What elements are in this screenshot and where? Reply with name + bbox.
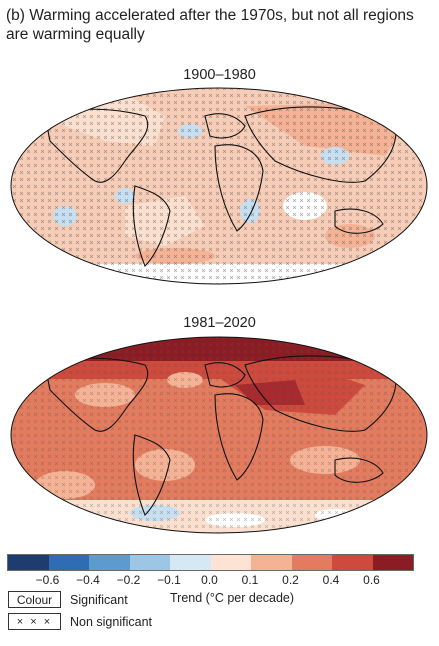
colorbar-tick-label: 0.1	[241, 573, 259, 587]
colorbar-segment	[129, 555, 170, 570]
map-title-1981-2020: 1981–2020	[183, 315, 256, 331]
colorbar-segment	[170, 555, 211, 570]
colorbar-tick-label: −0.2	[116, 573, 141, 587]
colorbar-tick-label: −0.4	[76, 573, 100, 587]
colorbar-segment	[372, 555, 413, 570]
colorbar-tick-label: 0.0	[201, 573, 218, 587]
colorbar-tick-label: −0.1	[157, 573, 181, 587]
map-title-1900-1980: 1900–1980	[183, 67, 256, 83]
colorbar-segment	[251, 555, 292, 570]
map-1900-1980-field	[11, 88, 427, 284]
colorbar-tick-label: −0.6	[35, 573, 60, 587]
legend-significant-box: Colour	[8, 591, 61, 608]
colorbar-tick-label: 0.6	[363, 573, 380, 587]
colorbar-tick-label: 0.2	[282, 573, 299, 587]
map-1981-2020	[10, 336, 428, 534]
colorbar-segment	[8, 555, 49, 570]
colorbar-tick-label: 0.4	[322, 573, 340, 587]
colorbar-segment	[210, 555, 251, 570]
colorbar-segment	[332, 555, 373, 570]
map-1981-2020-field	[11, 337, 427, 533]
colorbar-segment	[89, 555, 130, 570]
legend-significant-label: Significant	[70, 593, 128, 607]
colorbar	[7, 554, 414, 571]
colorbar-label: Trend (°C per decade)	[170, 591, 295, 605]
figure-title: (b) Warming accelerated after the 1970s,…	[6, 7, 414, 43]
map-1900-1980	[10, 87, 428, 285]
legend-non-significant-label: Non significant	[70, 615, 152, 629]
colorbar-segment	[291, 555, 332, 570]
colorbar-segment	[48, 555, 89, 570]
legend-non-significant-box: × × ×	[8, 613, 61, 630]
